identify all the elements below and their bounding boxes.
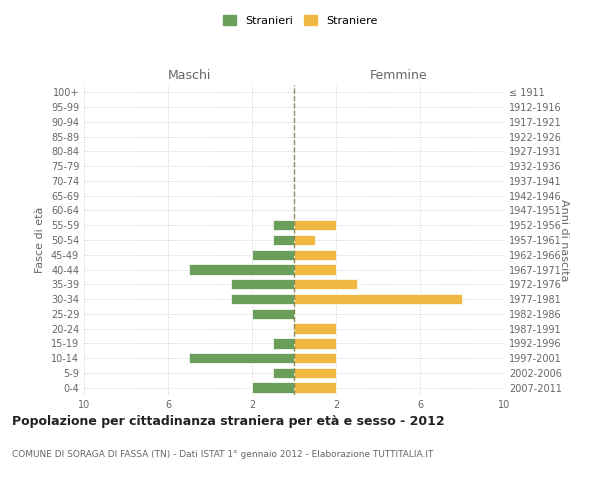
Bar <box>294 294 462 304</box>
Bar <box>273 220 294 230</box>
Bar <box>252 382 294 393</box>
Bar <box>294 264 336 274</box>
Bar <box>294 324 336 334</box>
Text: Popolazione per cittadinanza straniera per età e sesso - 2012: Popolazione per cittadinanza straniera p… <box>12 415 445 428</box>
Bar <box>273 338 294 348</box>
Text: Femmine: Femmine <box>370 69 428 82</box>
Bar <box>294 220 336 230</box>
Bar <box>294 338 336 348</box>
Bar <box>294 250 336 260</box>
Bar <box>189 264 294 274</box>
Bar <box>294 235 315 245</box>
Y-axis label: Anni di nascita: Anni di nascita <box>559 198 569 281</box>
Bar <box>189 353 294 364</box>
Legend: Stranieri, Straniere: Stranieri, Straniere <box>218 10 382 30</box>
Bar <box>294 382 336 393</box>
Bar <box>294 353 336 364</box>
Bar <box>252 250 294 260</box>
Bar <box>294 279 357 289</box>
Bar <box>294 368 336 378</box>
Y-axis label: Fasce di età: Fasce di età <box>35 207 45 273</box>
Bar <box>231 279 294 289</box>
Text: Maschi: Maschi <box>167 69 211 82</box>
Bar <box>273 235 294 245</box>
Bar <box>231 294 294 304</box>
Bar <box>273 368 294 378</box>
Bar <box>252 308 294 319</box>
Text: COMUNE DI SORAGA DI FASSA (TN) - Dati ISTAT 1° gennaio 2012 - Elaborazione TUTTI: COMUNE DI SORAGA DI FASSA (TN) - Dati IS… <box>12 450 433 459</box>
